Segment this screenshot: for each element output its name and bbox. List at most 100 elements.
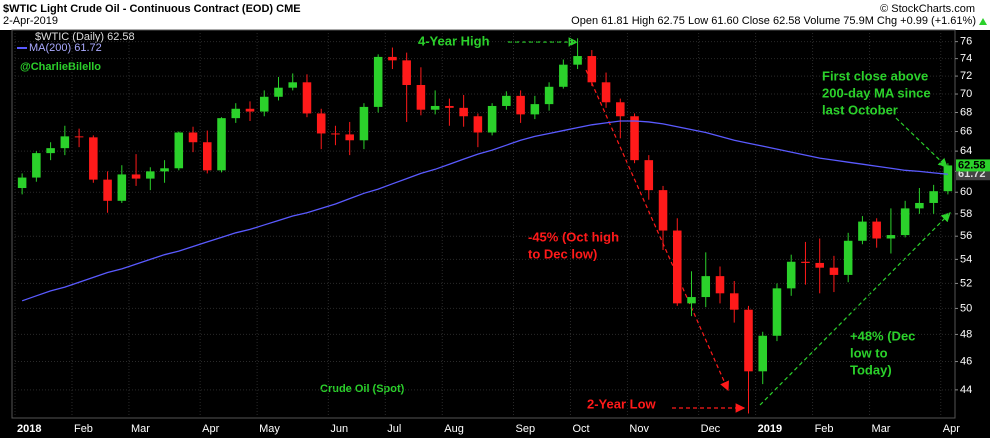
y-tick-label: 54 [960,253,972,265]
candle-body [772,288,782,336]
candle-body [345,134,354,141]
candle-body [373,56,383,107]
candle-body [430,105,440,110]
annotation: 4-Year High [418,33,490,48]
candle-body [715,276,725,294]
annotation: last October [822,102,898,117]
x-tick-label: 2018 [17,423,41,435]
candle-body [160,168,169,172]
candle-body [388,56,397,61]
candle-body [502,95,511,106]
candle-body [900,208,910,236]
candle-body [473,116,483,133]
chart-date: 2-Apr-2019 [3,15,58,27]
candle-body [316,113,326,134]
y-tick-label: 50 [960,302,972,314]
candle-body [17,177,27,189]
up-arrow-icon [979,18,987,25]
candle-body [758,335,767,372]
candle-body [843,240,853,275]
x-tick-label: 2019 [758,423,782,435]
candle-body [32,153,41,178]
candle-body [630,116,639,161]
candle-body [616,102,625,117]
annotation: low to [850,345,888,360]
candle-body [815,262,824,268]
candle-body [288,82,297,88]
annotation: to Dec low) [528,246,597,261]
annotation: 200-day MA since [822,85,931,100]
candle-body [801,261,810,263]
candle-body [459,107,468,117]
source: © StockCharts.com [880,3,975,15]
candle-body [60,136,70,149]
quote: Open 61.81 High 62.75 Low 61.60 Close 62… [571,15,976,27]
candle-body [46,148,55,154]
candle-body [146,171,155,179]
legend-price: $WTIC (Daily) 62.58 [35,31,135,43]
candle-body [445,105,454,108]
y-tick-label: 74 [960,53,972,65]
candle-body [359,106,369,141]
candle-body [217,118,226,171]
arrow [585,69,729,392]
candle-body [886,235,896,239]
candle-body [416,84,426,110]
candle-body [516,95,525,115]
y-tick-label: 72 [960,70,972,82]
y-tick-label: 46 [960,355,972,367]
x-tick-label: Aug [444,423,464,435]
plot-background [0,30,990,438]
last-price-tag: 62.58 [958,159,986,171]
candle-body [530,104,540,115]
x-tick-label: Mar [872,423,891,435]
annotation: -45% (Oct high [528,229,619,244]
x-tick-label: Dec [701,423,721,435]
candle-body [673,230,682,304]
annotation: +48% (Dec [850,328,915,343]
x-tick-label: Oct [572,423,589,435]
candle-body [915,202,924,209]
candle-body [872,221,881,239]
candle-body [131,174,141,179]
candle-body [744,309,753,372]
annotation: First close above [822,68,928,83]
x-tick-label: Jun [330,423,348,435]
legend-ma: MA(200) 61.72 [29,42,102,54]
y-tick-label: 76 [960,36,972,48]
candle-body [644,160,654,191]
candle-body [402,60,411,85]
candle-body [259,96,269,112]
arrow [759,212,951,406]
last-price-tag-box [956,159,990,172]
caption: Crude Oil (Spot) [320,383,405,395]
candle-body [117,174,127,201]
candle-body [729,293,739,310]
y-tick-label: 58 [960,208,972,220]
y-tick-label: 56 [960,230,972,242]
y-tick-label: 64 [960,145,972,157]
y-tick-label: 70 [960,88,972,100]
watermark: @CharlieBilello [20,61,101,73]
x-tick-label: Jul [387,423,401,435]
x-tick-label: May [259,423,280,435]
x-tick-label: Nov [629,423,649,435]
candle-body [929,191,938,203]
x-tick-label: Feb [74,423,93,435]
y-tick-label: 66 [960,125,972,137]
candle-body [74,136,84,138]
candle-body [573,56,582,65]
arrows [508,37,951,413]
candle-body [829,267,839,275]
candles [17,38,953,414]
candle-body [487,105,497,133]
candle-body [274,87,283,97]
x-tick-label: Mar [131,423,150,435]
candle-body [786,261,796,289]
candle-body [587,56,597,83]
candle-body [89,137,98,180]
candle-body [858,221,867,241]
annotation: Today) [850,362,892,377]
y-tick-label: 48 [960,328,972,340]
x-tick-label: Apr [202,423,219,435]
